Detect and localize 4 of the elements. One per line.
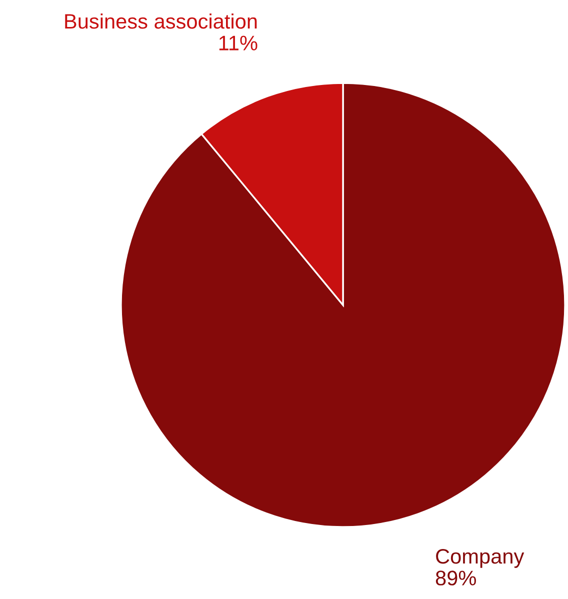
slice-label: Company [436, 548, 524, 568]
data-label: 11% [219, 36, 258, 50]
slice-label: Business association [65, 13, 257, 29]
data-label: 89% [436, 570, 476, 586]
